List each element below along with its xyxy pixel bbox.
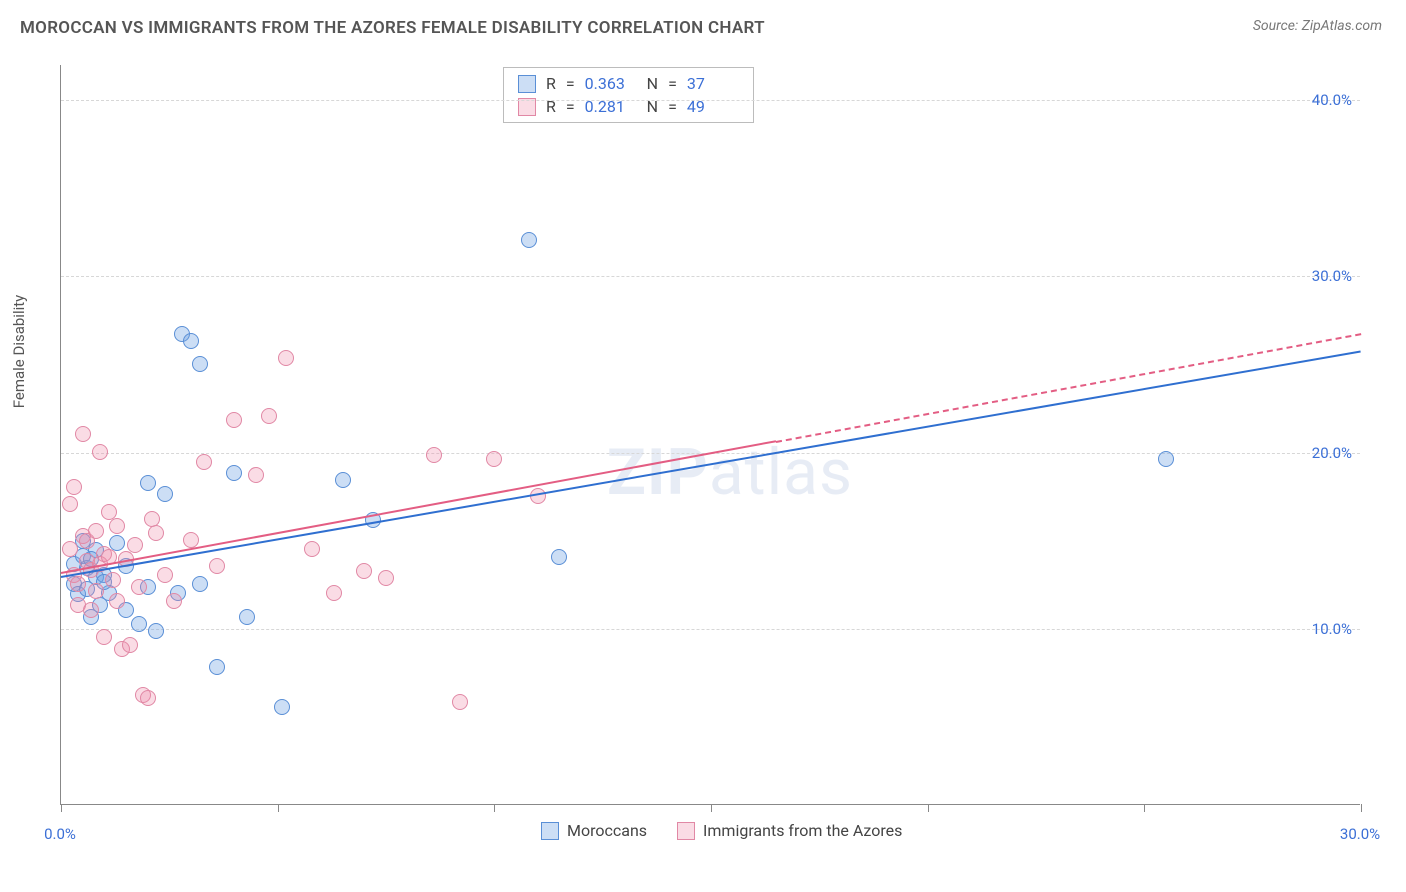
y-tick-label: 20.0% — [1312, 444, 1352, 462]
legend-label: Immigrants from the Azores — [703, 821, 902, 840]
y-axis-label: Female Disability — [10, 295, 28, 409]
data-point — [274, 699, 290, 715]
data-point — [248, 467, 264, 483]
data-point — [551, 549, 567, 565]
y-tick-label: 30.0% — [1312, 267, 1352, 285]
data-point — [66, 479, 82, 495]
stat-eq: = — [566, 74, 575, 93]
stat-n-value: 37 — [687, 74, 739, 93]
gridline — [61, 629, 1360, 630]
legend-label: Moroccans — [567, 821, 647, 840]
x-tick — [278, 804, 279, 812]
data-point — [183, 333, 199, 349]
data-point — [109, 535, 125, 551]
data-point — [452, 694, 468, 710]
data-point — [148, 623, 164, 639]
data-point — [62, 541, 78, 557]
x-tick — [1361, 804, 1362, 812]
data-point — [304, 541, 320, 557]
legend-item: Immigrants from the Azores — [677, 821, 902, 840]
data-point — [278, 350, 294, 366]
bottom-legend: Moroccans Immigrants from the Azores — [541, 821, 902, 840]
gridline — [61, 100, 1360, 101]
data-point — [521, 232, 537, 248]
data-point — [486, 451, 502, 467]
source-value: ZipAtlas.com — [1302, 18, 1382, 34]
source-label: Source: — [1253, 18, 1302, 34]
legend-swatch — [677, 822, 695, 840]
data-point — [109, 518, 125, 534]
x-tick-label: 0.0% — [44, 825, 76, 843]
data-point — [109, 593, 125, 609]
data-point — [1158, 451, 1174, 467]
data-point — [239, 609, 255, 625]
x-tick-label: 30.0% — [1340, 825, 1380, 843]
y-tick-label: 40.0% — [1312, 91, 1352, 109]
data-point — [131, 616, 147, 632]
chart-container: Female Disability ZIPatlas R=0.363N=37R=… — [20, 55, 1386, 875]
y-tick-label: 10.0% — [1312, 620, 1352, 638]
data-point — [261, 408, 277, 424]
legend-item: Moroccans — [541, 821, 647, 840]
data-point — [226, 412, 242, 428]
data-point — [122, 637, 138, 653]
data-point — [127, 537, 143, 553]
plot-area: ZIPatlas R=0.363N=37R=0.281N=49 10.0%20.… — [60, 65, 1360, 805]
stat-r-value: 0.363 — [585, 74, 637, 93]
stats-legend-box: R = 0.363 N = 37 R=0.281N=49 — [503, 67, 754, 123]
x-tick — [494, 804, 495, 812]
x-tick — [928, 804, 929, 812]
x-tick — [61, 804, 62, 812]
data-point — [183, 532, 199, 548]
stats-row: R=0.281N=49 — [504, 95, 753, 118]
data-point — [148, 525, 164, 541]
data-point — [356, 563, 372, 579]
data-point — [157, 486, 173, 502]
data-point — [196, 454, 212, 470]
data-point — [209, 558, 225, 574]
page-title: MOROCCAN VS IMMIGRANTS FROM THE AZORES F… — [20, 18, 765, 38]
data-point — [62, 496, 78, 512]
data-point — [105, 572, 121, 588]
data-point — [157, 567, 173, 583]
data-point — [209, 659, 225, 675]
data-point — [70, 576, 86, 592]
regression-line — [61, 441, 776, 575]
watermark-light: atlas — [709, 435, 853, 510]
data-point — [96, 629, 112, 645]
stats-row: R = 0.363 N = 37 — [504, 72, 753, 95]
source-credit: Source: ZipAtlas.com — [1253, 18, 1382, 34]
gridline — [61, 276, 1360, 277]
stat-eq: = — [668, 74, 677, 93]
x-tick — [1144, 804, 1145, 812]
data-point — [378, 570, 394, 586]
data-point — [75, 426, 91, 442]
data-point — [140, 690, 156, 706]
data-point — [335, 472, 351, 488]
data-point — [88, 583, 104, 599]
data-point — [88, 523, 104, 539]
data-point — [92, 444, 108, 460]
x-tick — [711, 804, 712, 812]
data-point — [166, 593, 182, 609]
legend-swatch — [541, 822, 559, 840]
data-point — [140, 475, 156, 491]
data-point — [192, 576, 208, 592]
data-point — [226, 465, 242, 481]
data-point — [326, 585, 342, 601]
legend-swatch — [518, 75, 536, 93]
stat-r-label: R — [546, 74, 556, 93]
stat-n-label: N — [647, 74, 658, 93]
data-point — [131, 579, 147, 595]
regression-line — [776, 333, 1361, 443]
data-point — [192, 356, 208, 372]
data-point — [426, 447, 442, 463]
data-point — [83, 602, 99, 618]
